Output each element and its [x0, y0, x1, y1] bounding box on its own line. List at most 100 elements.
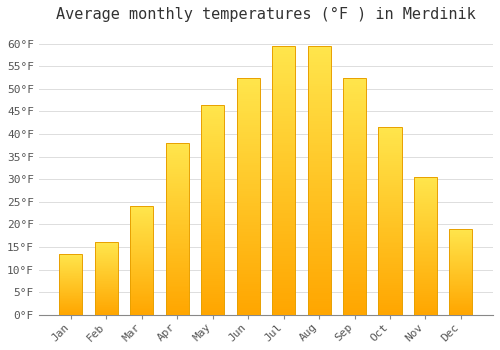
Bar	[236, 308, 260, 310]
Bar	[236, 296, 260, 298]
Bar	[130, 250, 154, 251]
Bar	[166, 179, 189, 181]
Bar	[308, 124, 330, 127]
Bar	[308, 100, 330, 102]
Bar	[414, 260, 437, 261]
Bar	[343, 118, 366, 120]
Bar	[201, 285, 224, 287]
Bar	[378, 197, 402, 198]
Bar	[201, 136, 224, 138]
Bar	[414, 278, 437, 279]
Bar	[201, 277, 224, 279]
Bar	[414, 178, 437, 180]
Bar	[272, 269, 295, 272]
Bar	[166, 191, 189, 193]
Bar	[343, 89, 366, 92]
Bar	[272, 169, 295, 172]
Bar	[414, 247, 437, 248]
Bar	[201, 287, 224, 289]
Bar	[343, 246, 366, 248]
Bar	[308, 280, 330, 282]
Bar	[343, 184, 366, 187]
Bar	[414, 203, 437, 204]
Bar	[60, 276, 82, 277]
Bar	[95, 275, 118, 276]
Bar	[130, 229, 154, 230]
Bar	[201, 298, 224, 300]
Bar	[236, 267, 260, 270]
Bar	[343, 260, 366, 262]
Bar	[272, 304, 295, 307]
Bar	[166, 157, 189, 159]
Bar	[378, 202, 402, 204]
Bar	[166, 234, 189, 236]
Bar	[272, 51, 295, 54]
Bar	[130, 206, 154, 207]
Bar	[201, 260, 224, 262]
Bar	[308, 307, 330, 309]
Bar	[272, 118, 295, 121]
Bar	[130, 230, 154, 231]
Bar	[308, 73, 330, 76]
Bar	[378, 287, 402, 288]
Bar	[166, 306, 189, 308]
Bar	[450, 307, 472, 308]
Bar	[450, 283, 472, 284]
Bar	[450, 279, 472, 280]
Bar	[450, 248, 472, 250]
Bar	[60, 262, 82, 263]
Bar	[95, 271, 118, 272]
Bar	[378, 258, 402, 260]
Bar	[201, 237, 224, 239]
Bar	[166, 282, 189, 284]
Bar	[414, 300, 437, 301]
Bar	[414, 200, 437, 202]
Bar	[166, 169, 189, 170]
Bar	[95, 258, 118, 259]
Bar	[201, 130, 224, 132]
Bar	[60, 267, 82, 268]
Bar	[95, 250, 118, 251]
Bar	[414, 207, 437, 209]
Bar	[378, 176, 402, 178]
Bar	[201, 149, 224, 151]
Bar	[201, 124, 224, 126]
Bar	[450, 237, 472, 238]
Bar	[201, 283, 224, 285]
Bar	[95, 296, 118, 297]
Bar	[378, 277, 402, 279]
Bar	[236, 244, 260, 246]
Bar	[414, 251, 437, 253]
Bar	[343, 293, 366, 296]
Bar	[272, 293, 295, 296]
Bar	[308, 51, 330, 54]
Bar	[378, 225, 402, 226]
Bar	[130, 284, 154, 286]
Bar	[201, 275, 224, 277]
Bar	[378, 298, 402, 300]
Bar	[343, 141, 366, 144]
Bar	[201, 119, 224, 121]
Bar	[272, 92, 295, 94]
Bar	[130, 266, 154, 267]
Bar	[450, 290, 472, 291]
Bar	[60, 259, 82, 260]
Bar	[272, 231, 295, 234]
Bar	[95, 302, 118, 303]
Bar	[166, 268, 189, 270]
Bar	[308, 258, 330, 261]
Bar	[272, 226, 295, 229]
Bar	[201, 138, 224, 140]
Bar	[272, 183, 295, 186]
Bar	[166, 250, 189, 251]
Bar	[201, 189, 224, 191]
Bar	[236, 163, 260, 165]
Bar	[95, 245, 118, 246]
Bar	[60, 298, 82, 299]
Bar	[378, 172, 402, 174]
Bar	[414, 307, 437, 308]
Bar	[378, 193, 402, 195]
Bar	[308, 188, 330, 191]
Bar	[95, 314, 118, 315]
Bar	[130, 234, 154, 236]
